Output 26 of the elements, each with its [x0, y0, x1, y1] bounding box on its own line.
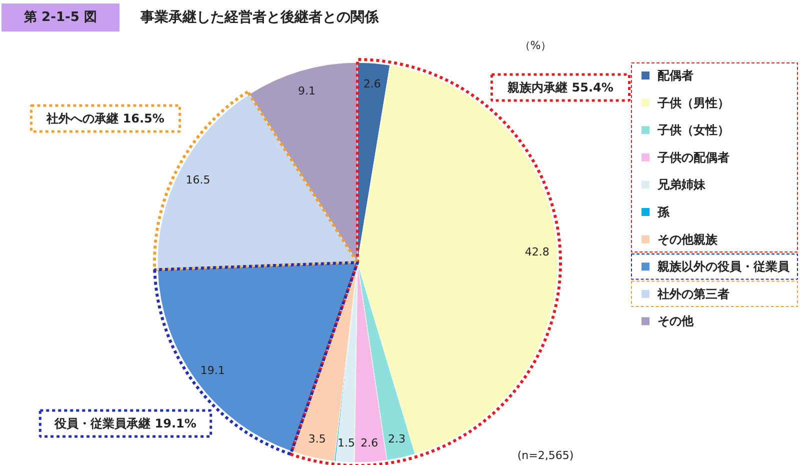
legend-label: 子供（女性）: [656, 123, 730, 138]
data-label: 9.1: [298, 84, 316, 98]
chart-title: 事業承継した経営者と後継者との関係: [140, 10, 380, 26]
legend-label: 子供の配偶者: [656, 150, 730, 164]
legend-label: その他: [658, 314, 694, 328]
text: （%）: [519, 39, 552, 52]
legend-label: その他親族: [658, 232, 718, 246]
data-label: 3.5: [308, 432, 326, 446]
text: (n=2,565): [517, 449, 574, 462]
legend-label: 兄弟姉妹: [656, 178, 706, 192]
data-label: 42.8: [524, 245, 550, 258]
legend-label: 孫: [656, 205, 670, 219]
data-label: 2.3: [388, 432, 406, 446]
text: 社外への承継 16.5%: [46, 112, 164, 126]
legend-label: 配偶者: [658, 68, 694, 82]
data-label: 16.5: [186, 174, 210, 187]
data-label: 2.6: [360, 436, 378, 450]
data-label: 2.6: [363, 78, 381, 91]
data-label: 1.5: [337, 436, 355, 450]
text: 役員・従業員承継 19.1%: [54, 416, 196, 430]
data-label: 19.1: [200, 364, 225, 377]
text: 親族内承継 55.4%: [506, 80, 614, 94]
legend-label: 社外の第三者: [656, 286, 730, 301]
chart-subtitle: 第 2-1-5 図: [23, 10, 97, 25]
legend-label: 子供（男性）: [656, 96, 730, 110]
legend-label: 親族以外の役員・従業員: [656, 260, 790, 274]
